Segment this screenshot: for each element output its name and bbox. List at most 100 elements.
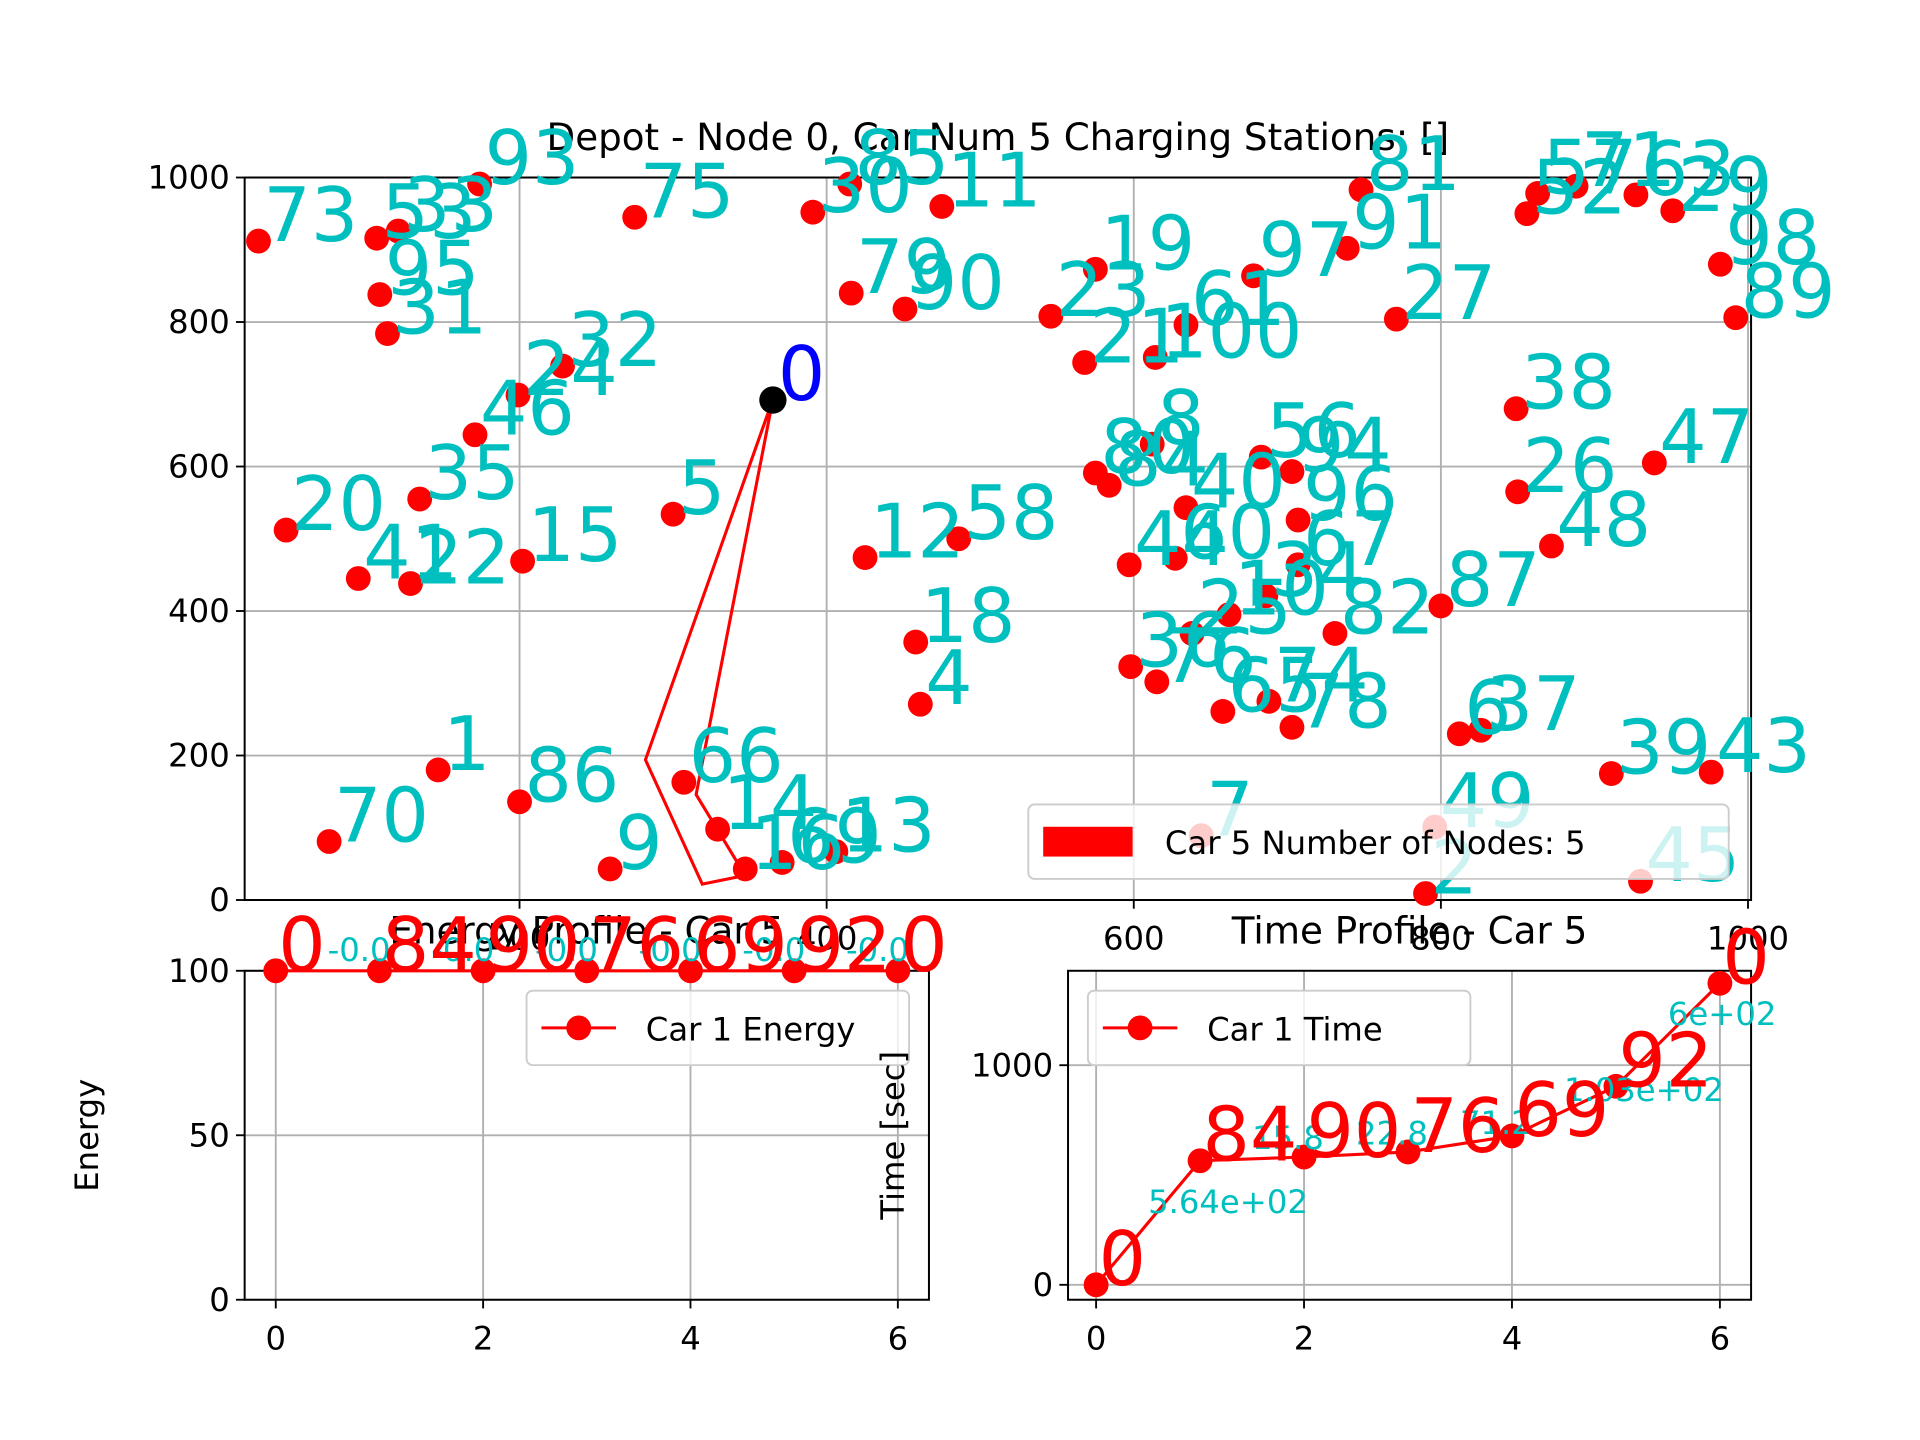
node-point bbox=[903, 629, 929, 655]
x-tick-label: 6 bbox=[1710, 1319, 1731, 1357]
legend-box bbox=[1027, 803, 1730, 880]
node-label: 79 bbox=[856, 224, 951, 311]
node-point bbox=[1116, 552, 1142, 578]
y-tick-label: 100 bbox=[168, 952, 230, 990]
legend-label: Car 1 Energy bbox=[646, 1010, 856, 1048]
node-point bbox=[852, 545, 878, 570]
node-label: 80 bbox=[1100, 404, 1195, 491]
y-tick-label: 50 bbox=[189, 1116, 230, 1154]
node-label: 18 bbox=[921, 573, 1016, 660]
node-point bbox=[1660, 198, 1686, 224]
legend-box bbox=[1086, 989, 1472, 1067]
node-point bbox=[1179, 621, 1205, 646]
node-point bbox=[1162, 545, 1188, 571]
node-label: 52 bbox=[1532, 145, 1627, 232]
route-line bbox=[643, 398, 775, 886]
node-point bbox=[273, 517, 299, 543]
depot-label: 0 bbox=[778, 331, 825, 418]
point-label: 0 bbox=[1099, 1216, 1146, 1303]
legend-marker bbox=[566, 1015, 592, 1041]
node-point bbox=[1285, 507, 1311, 533]
node-label: 33 bbox=[403, 162, 498, 249]
node-label: 38 bbox=[1521, 340, 1616, 427]
node-label: 5 bbox=[678, 445, 725, 532]
node-label: 87 bbox=[1446, 537, 1541, 624]
data-point bbox=[1707, 970, 1733, 996]
legend-swatch bbox=[1043, 826, 1133, 857]
point-label: 92 bbox=[797, 902, 892, 989]
node-label: 85 bbox=[855, 115, 950, 202]
node-point bbox=[660, 501, 686, 527]
y-tick-label: 800 bbox=[168, 303, 230, 341]
chart-title: Energy Profile - Car 5 bbox=[389, 908, 784, 952]
node-point bbox=[705, 816, 731, 842]
point-label: 84 bbox=[1203, 1092, 1298, 1179]
chart-title: Time Profile - Car 5 bbox=[1231, 908, 1588, 952]
node-point bbox=[1641, 450, 1667, 476]
x-tick-label: 4 bbox=[1502, 1319, 1523, 1357]
node-label: 39 bbox=[1616, 705, 1711, 792]
node-point bbox=[1241, 263, 1266, 289]
x-tick-label: 6 bbox=[888, 1319, 909, 1357]
node-label: 27 bbox=[1401, 250, 1496, 337]
node-point bbox=[671, 769, 697, 795]
y-tick-label: 1000 bbox=[971, 1046, 1053, 1084]
point-label: 0 bbox=[278, 902, 325, 989]
x-tick-label: 0 bbox=[1086, 1319, 1107, 1357]
node-point bbox=[462, 422, 488, 448]
x-tick-label: 1000 bbox=[1707, 920, 1789, 958]
node-point bbox=[367, 282, 393, 307]
axes-frame bbox=[1067, 969, 1753, 1301]
node-label: 22 bbox=[415, 515, 510, 602]
node-point bbox=[1598, 761, 1624, 786]
node-label: 25 bbox=[1197, 564, 1292, 651]
depot-point bbox=[759, 386, 787, 414]
node-point bbox=[246, 228, 271, 254]
node-label: 19 bbox=[1100, 200, 1195, 287]
y-tick-label: 1000 bbox=[148, 159, 230, 197]
node-point bbox=[316, 829, 342, 854]
node-label: 57 bbox=[1543, 124, 1638, 211]
node-point bbox=[1623, 182, 1649, 208]
segment-label: -0.0 bbox=[535, 931, 598, 969]
node-point bbox=[1446, 721, 1472, 747]
node-label: 61 bbox=[1191, 256, 1286, 343]
node-point bbox=[732, 856, 758, 882]
node-label: 9 bbox=[615, 800, 662, 887]
segment-label: -0.0 bbox=[431, 931, 494, 969]
node-point bbox=[823, 839, 849, 865]
segment-label: 22.8 bbox=[1356, 1115, 1428, 1153]
node-label: 30 bbox=[818, 143, 913, 230]
node-label: 94 bbox=[1297, 403, 1392, 490]
node-point bbox=[1144, 669, 1170, 695]
node-label: 56 bbox=[1266, 388, 1361, 475]
point-label: 92 bbox=[1618, 1017, 1713, 1104]
node-label: 84 bbox=[1114, 416, 1209, 503]
node-label: 35 bbox=[425, 430, 520, 517]
node-label: 8 bbox=[1157, 375, 1204, 462]
node-label: 65 bbox=[1228, 642, 1323, 729]
node-label: 12 bbox=[870, 489, 965, 576]
node-label: 47 bbox=[1659, 394, 1754, 481]
x-tick-label: 200 bbox=[489, 920, 551, 958]
node-label: 43 bbox=[1716, 703, 1811, 790]
data-point bbox=[1083, 1272, 1109, 1298]
node-point bbox=[1256, 688, 1282, 714]
node-point bbox=[1285, 552, 1311, 578]
node-label: 74 bbox=[1274, 632, 1369, 719]
node-label: 15 bbox=[528, 492, 623, 579]
node-point bbox=[1072, 350, 1098, 375]
node-point bbox=[837, 171, 863, 197]
node-point bbox=[1096, 472, 1122, 498]
chart-title: Depot - Node 0, Car Num 5 Charging Stati… bbox=[547, 115, 1450, 159]
node-point bbox=[1723, 305, 1749, 331]
point-label: 0 bbox=[1722, 914, 1769, 1001]
node-label: 71 bbox=[1581, 117, 1676, 204]
data-point bbox=[1499, 1123, 1525, 1149]
node-point bbox=[505, 382, 531, 408]
node-label: 78 bbox=[1297, 658, 1392, 745]
node-label: 34 bbox=[1271, 527, 1366, 614]
node-point bbox=[769, 850, 795, 875]
